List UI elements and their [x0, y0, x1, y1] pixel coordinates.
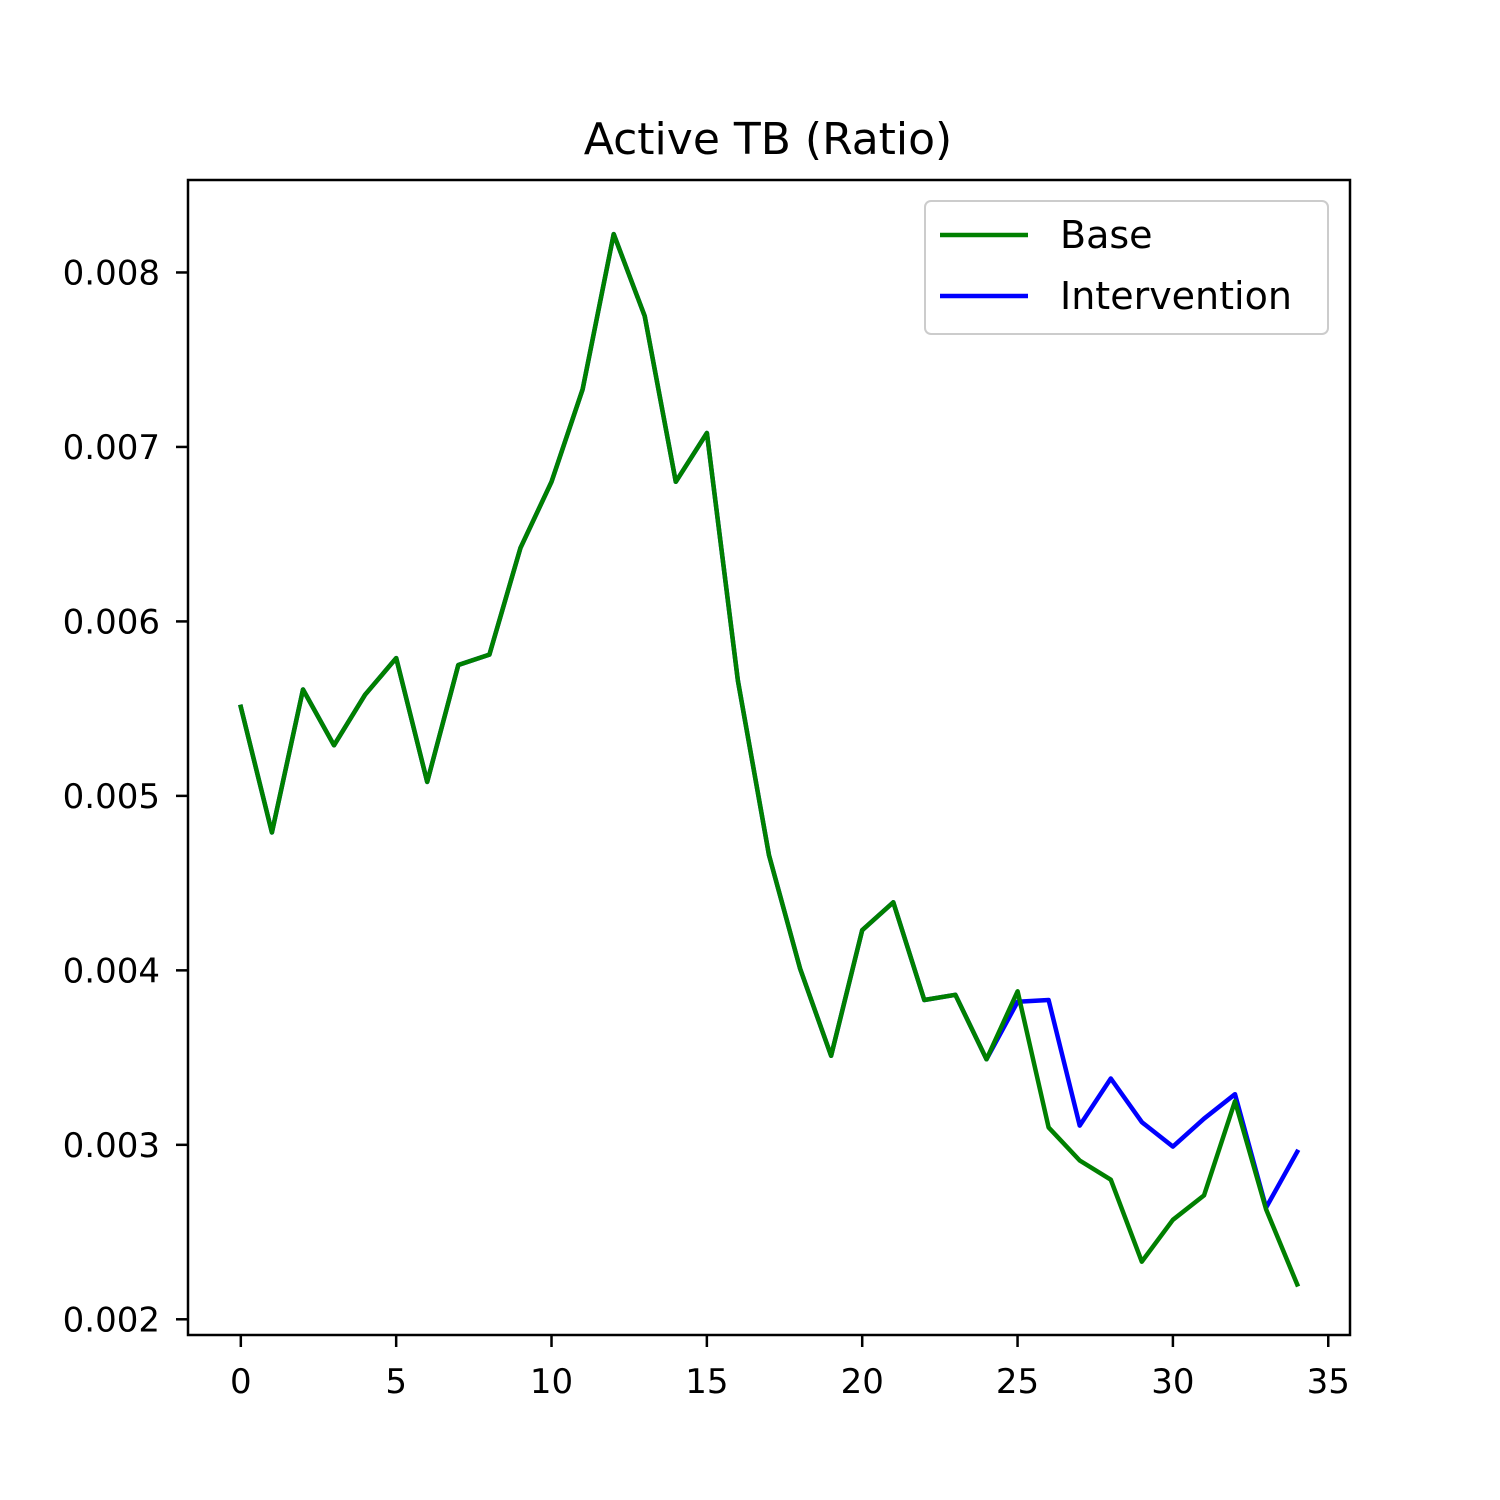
series-line-base: [238, 231, 1301, 1288]
x-tick-label: 10: [530, 1362, 573, 1402]
y-axis: 0.002 0.003 0.004 0.005 0.006 0.007 0.008: [63, 253, 188, 1340]
x-tick-label: 0: [230, 1362, 252, 1402]
y-tick-label: 0.004: [63, 951, 160, 991]
x-tick-label: 35: [1307, 1362, 1350, 1402]
x-tick-label: 25: [996, 1362, 1039, 1402]
chart-title: Active TB (Ratio): [584, 114, 952, 165]
y-tick-label: 0.006: [63, 602, 160, 642]
y-tick-label: 0.005: [63, 777, 160, 817]
legend-label-base: Base: [1060, 213, 1153, 257]
x-tick-label: 20: [841, 1362, 884, 1402]
y-tick-label: 0.002: [63, 1300, 160, 1340]
x-axis: 0 5 10 15 20 25 30 35: [230, 1335, 1350, 1402]
x-tick-label: 15: [685, 1362, 728, 1402]
legend: Base Intervention: [924, 200, 1329, 335]
legend-label-intervention: Intervention: [1060, 274, 1292, 318]
plot-lines: [238, 231, 1301, 1288]
y-tick-label: 0.003: [63, 1126, 160, 1166]
x-tick-label: 5: [385, 1362, 407, 1402]
x-tick-label: 30: [1151, 1362, 1194, 1402]
plot-frame: [186, 178, 1352, 1337]
y-tick-label: 0.007: [63, 428, 160, 468]
y-tick-label: 0.008: [63, 253, 160, 293]
